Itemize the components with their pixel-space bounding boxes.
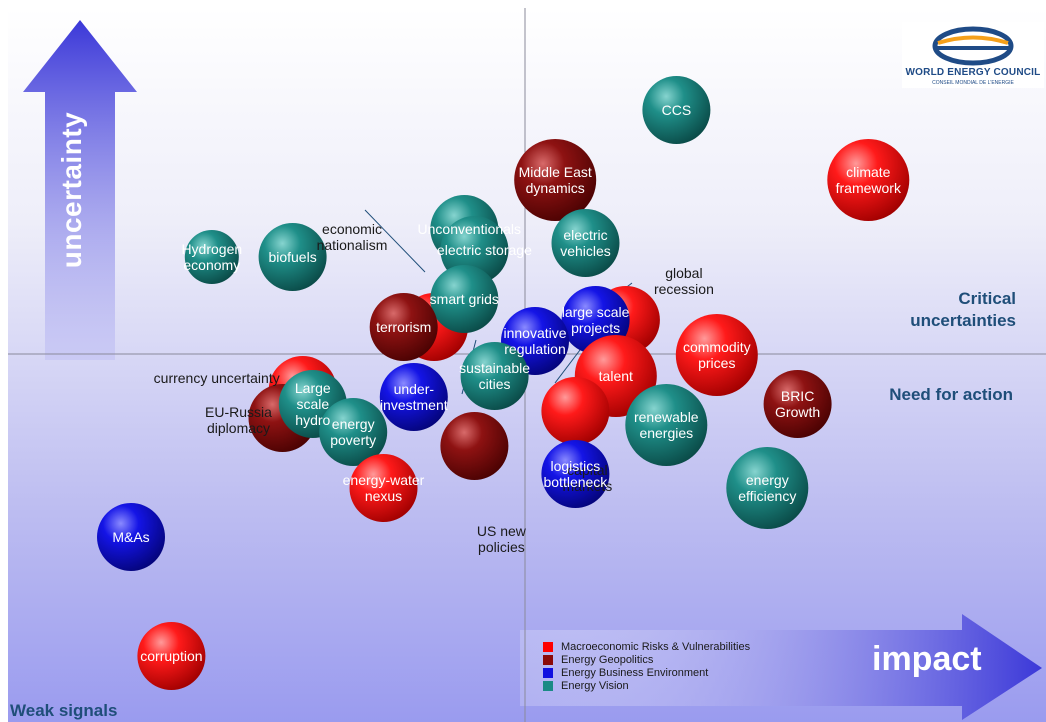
bubble-label-m-as: M&As [112,529,149,545]
bubble-label-electric-vehicles: electric vehicles [560,227,611,259]
bubble-label-under-investment: under-investment [380,381,448,413]
weak-signals-label: Weak signals [10,701,118,720]
legend-label: Macroeconomic Risks & Vulnerabilities [561,640,751,653]
need-for-action-label: Need for action [889,385,1013,404]
bubble-m-as [97,503,165,571]
logo-subname: CONSEIL MONDIAL DE L'ENERGIE [932,80,1014,86]
legend-item: Energy Geopolitics [543,653,750,666]
bubble-label-economic-nationalism: economic nationalism [317,221,388,253]
bubble-us-new-policies [440,412,509,480]
bubble-label-renewable-energies: renewable energies [634,409,699,441]
logo-name: WORLD ENERGY COUNCIL [905,67,1041,78]
critical-uncertainties-label: Critical uncertainties [910,289,1016,330]
impact-label: impact [872,640,982,678]
bubble-label-currency-uncertainty: currency uncertainty [154,370,280,386]
bubble-biofuels [258,223,327,291]
bubble-label-logistics-bottleneck: logistics bottleneck [543,458,608,490]
bubble-corruption [137,622,206,690]
bubble-label-bric-growth: BRIC Growth [775,388,820,420]
bubble-energy-water-nexus [349,454,418,522]
bubble-label-middle-east-dynamics: Middle East dynamics [519,164,592,196]
bubble-label-energy-efficiency: energy efficiency [738,472,796,504]
bubble-energy-efficiency [726,447,809,529]
globe-icon [932,26,1014,66]
bubble-label-unconventionals: Unconventionals [418,221,522,237]
bubble-smart-grids [430,265,499,333]
bubble-label-us-new-policies: US new policies [477,523,527,555]
bubble-label-sustainable-cities: sustainable cities [459,360,530,392]
bubble-label-smart-grids: smart grids [430,291,499,307]
legend-swatch [543,641,553,652]
bubble-label-terrorism: terrorism [376,319,431,335]
legend-item: Macroeconomic Risks & Vulnerabilities [543,640,750,653]
bubble-label-climate-framework: climate framework [836,164,902,196]
bubble-label-corruption: corruption [140,648,202,664]
legend-swatch [543,680,553,691]
bubble-label-hydrogen-economy: Hydrogen economy [181,241,242,273]
bubble-label-electric-storage: electric storage [437,242,532,258]
uncertainty-label: uncertainty [56,111,87,269]
bubble-logistics-bottleneck [541,440,610,508]
uncertainty-arrow [23,20,137,360]
legend-label: Energy Geopolitics [561,653,654,666]
bubble-label-ccs: CCS [662,102,692,118]
bubble-renewable-energies [625,384,708,466]
legend-item: Energy Vision [543,679,750,692]
bubble-climate-framework [827,139,910,221]
leader-economic-nationalism [364,209,426,273]
bubble-label-large-scale-projects: large scale projects [562,304,630,336]
bubble-middle-east-dynamics [514,139,597,221]
world-energy-council-logo: WORLD ENERGY COUNCIL CONSEIL MONDIAL DE … [902,22,1044,88]
legend-swatch [543,667,553,678]
bubble-label-biofuels: biofuels [268,249,316,265]
bubble-label-talent: talent [599,368,633,384]
bubble-energy-poverty [319,398,388,466]
bubble-under-investment [379,363,448,431]
bubble-label-commodity-prices: commodity prices [683,339,751,371]
legend-label: Energy Vision [561,679,629,692]
bubble-electric-vehicles [551,209,620,277]
impact-arrow [520,614,1042,720]
legend-item: Energy Business Environment [543,666,750,679]
legend: Macroeconomic Risks & Vulnerabilities En… [543,640,750,692]
bubble-bric-growth [763,370,832,438]
bubble-label-innovative-regulation: innovative regulation [503,325,566,357]
bubble-sustainable-cities [460,342,529,410]
bubble-label-large-scale-hydro: Large scale hydro [295,380,331,428]
bubble-terrorism [369,293,438,361]
bubble-ccs [642,76,711,144]
legend-label: Energy Business Environment [561,666,709,679]
bubble-label-layer: CCS climate framework Middle East dynamics Hy… [112,102,902,664]
bubble-commodity-prices [675,314,758,396]
bubble-label-eu-russia-diplomacy: EU-Russia diplomacy [205,404,272,436]
bubble-label-energy-water-nexus: energy-water nexus [343,472,425,504]
bubble-label-capital-markets: capital markets [563,462,613,494]
bubble-label-energy-poverty: energy poverty [330,416,376,448]
bubble-hydrogen-economy [184,230,239,284]
leader-capital-markets [554,349,581,384]
bubble-capital-markets [541,377,610,445]
bubble-label-global-recession: global recession [654,265,714,297]
bubble-layer [97,76,910,690]
legend-swatch [543,654,553,665]
